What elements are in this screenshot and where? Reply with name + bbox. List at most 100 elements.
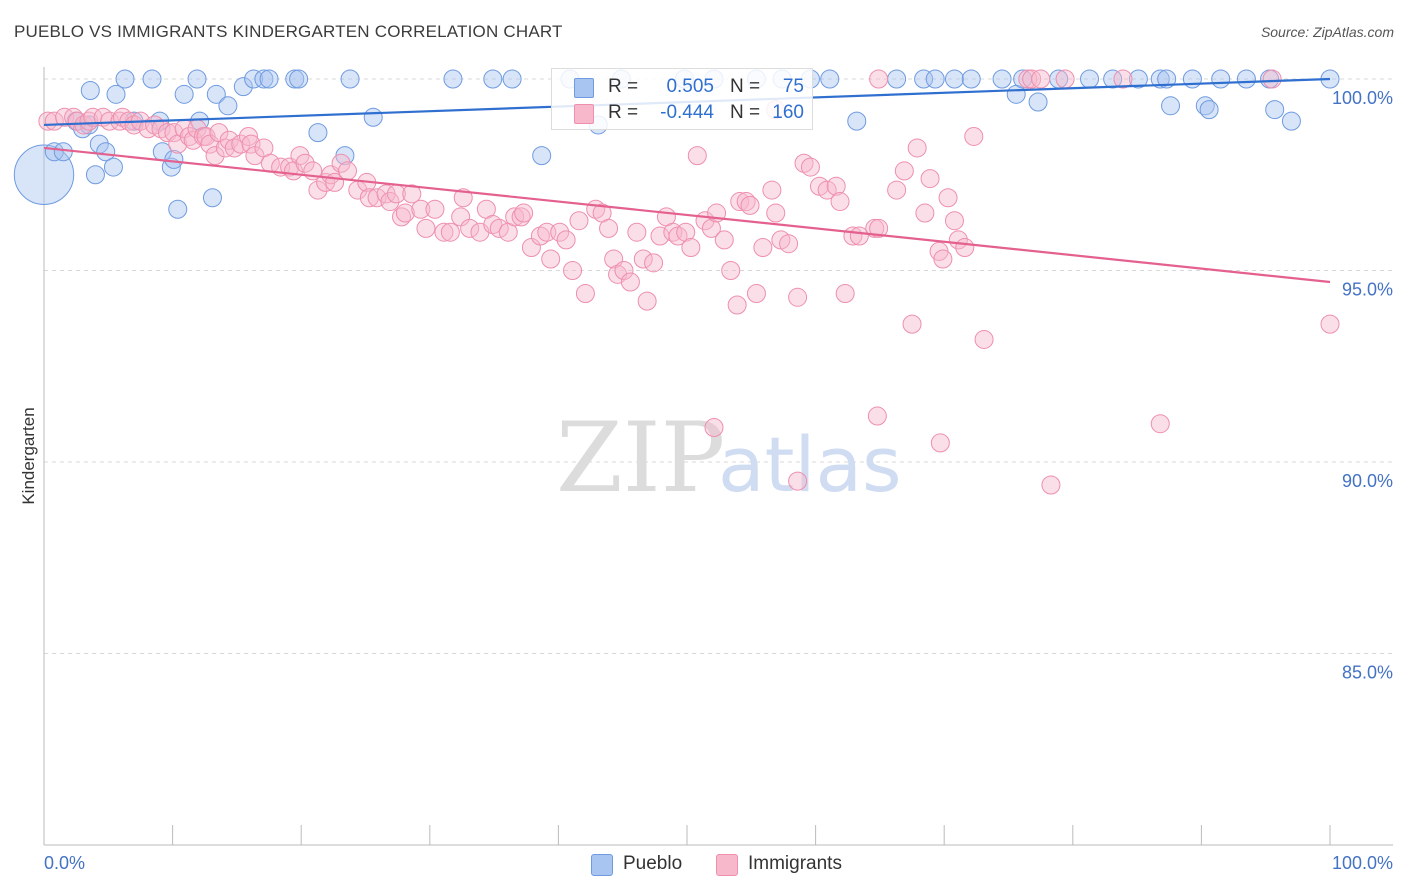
pueblo-point bbox=[961, 69, 981, 89]
immigrants-point bbox=[556, 230, 576, 250]
immigrants-point bbox=[788, 287, 808, 307]
immigrants-n-value: 160 bbox=[772, 102, 804, 123]
immigrants-point bbox=[416, 218, 436, 238]
pueblo-point bbox=[174, 84, 194, 104]
y-tick-label: 95.0% bbox=[1342, 280, 1393, 300]
pueblo-point bbox=[1161, 96, 1181, 116]
pueblo-point bbox=[206, 84, 226, 104]
pueblo-point bbox=[85, 165, 105, 185]
immigrants-point bbox=[933, 249, 953, 269]
pueblo-point bbox=[96, 142, 116, 162]
pueblo-point bbox=[106, 84, 126, 104]
pueblo-r-value: 0.505 bbox=[666, 76, 714, 97]
pueblo-point bbox=[443, 69, 463, 89]
immigrants-point bbox=[736, 192, 756, 212]
gridlines bbox=[44, 78, 1392, 654]
legend-row-immigrants: R = -0.444 N = 160 bbox=[552, 100, 812, 126]
axes bbox=[43, 67, 1393, 846]
pueblo-point bbox=[115, 69, 135, 89]
immigrants-point bbox=[331, 153, 351, 173]
pueblo-point bbox=[1195, 96, 1215, 116]
pueblo-point bbox=[289, 69, 309, 89]
immigrants-point bbox=[179, 126, 199, 146]
pueblo-point bbox=[259, 69, 279, 89]
pueblo-point bbox=[1211, 69, 1231, 89]
axis-labels: 100.0% 95.0% 90.0% 85.0% 0.0% 100.0% Kindergar… bbox=[19, 88, 1393, 873]
watermark-zip: ZIP bbox=[556, 402, 725, 514]
pueblo-point bbox=[103, 157, 123, 177]
immigrants-point bbox=[687, 146, 707, 166]
immigrants-point bbox=[231, 134, 251, 154]
immigrants-point bbox=[714, 230, 734, 250]
immigrants-point bbox=[395, 203, 415, 223]
pueblo-point bbox=[914, 69, 934, 89]
immigrants-point bbox=[453, 188, 473, 208]
pueblo-point bbox=[502, 69, 522, 89]
immigrants-swatch bbox=[574, 104, 594, 124]
legend-row-pueblo: R = 0.505 N = 75 bbox=[552, 74, 812, 100]
immigrants-point bbox=[907, 138, 927, 158]
immigrants-point bbox=[337, 161, 357, 181]
immigrants-point bbox=[1113, 69, 1133, 89]
immigrants-point bbox=[425, 199, 445, 219]
immigrants-point bbox=[779, 234, 799, 254]
immigrants-point bbox=[944, 211, 964, 231]
pueblo-point bbox=[1128, 69, 1148, 89]
pueblo-n-label: N = bbox=[730, 76, 761, 97]
pueblo-legend-swatch bbox=[591, 854, 613, 876]
immigrants-point bbox=[541, 249, 561, 269]
immigrants-point bbox=[830, 192, 850, 212]
pueblo-point bbox=[233, 77, 253, 97]
immigrants-point bbox=[460, 218, 480, 238]
immigrants-point bbox=[676, 222, 696, 242]
pueblo-point bbox=[308, 123, 328, 143]
immigrants-legend-swatch bbox=[716, 854, 738, 876]
x-tick-label-right: 100.0% bbox=[1332, 853, 1393, 873]
pueblo-point bbox=[532, 146, 552, 166]
pueblo-point bbox=[1265, 100, 1285, 120]
immigrants-point bbox=[238, 126, 258, 146]
pueblo-point bbox=[202, 188, 222, 208]
immigrants-point bbox=[974, 329, 994, 349]
immigrants-point bbox=[550, 222, 570, 242]
immigrants-point bbox=[938, 188, 958, 208]
pueblo-point bbox=[187, 69, 207, 89]
x-tick-label-left: 0.0% bbox=[44, 853, 85, 873]
immigrants-point bbox=[79, 111, 99, 131]
pueblo-point bbox=[164, 149, 184, 169]
immigrants-point bbox=[701, 218, 721, 238]
pueblo-point bbox=[218, 96, 238, 116]
correlation-legend: R = 0.505 N = 75 R = -0.444 N = 160 bbox=[551, 68, 813, 130]
immigrants-point bbox=[402, 184, 422, 204]
immigrants-point bbox=[721, 261, 741, 280]
pueblo-point bbox=[483, 69, 503, 89]
pueblo-point bbox=[847, 111, 867, 131]
immigrants-point bbox=[205, 146, 225, 166]
immigrants-point bbox=[295, 153, 315, 173]
immigrants-point bbox=[955, 238, 975, 258]
pueblo-point bbox=[1157, 69, 1177, 89]
immigrants-point bbox=[637, 291, 657, 311]
pueblo-point bbox=[887, 69, 907, 89]
pueblo-r-label: R = bbox=[608, 76, 639, 97]
immigrants-point bbox=[308, 180, 328, 200]
pueblo-point bbox=[168, 199, 188, 219]
pueblo-point bbox=[340, 69, 360, 89]
y-tick-label: 100.0% bbox=[1332, 88, 1393, 108]
immigrants-point bbox=[599, 218, 619, 238]
immigrants-point bbox=[1055, 69, 1075, 89]
immigrants-point bbox=[1150, 414, 1170, 434]
immigrants-point bbox=[753, 238, 773, 258]
immigrants-point bbox=[440, 222, 460, 242]
pueblo-point bbox=[254, 69, 274, 89]
immigrants-point bbox=[644, 253, 664, 273]
y-tick-label: 90.0% bbox=[1342, 471, 1393, 491]
immigrants-point bbox=[392, 207, 412, 227]
immigrants-point bbox=[704, 418, 724, 438]
immigrants-point bbox=[740, 195, 760, 215]
pueblo-point bbox=[944, 69, 964, 89]
immigrants-point bbox=[434, 222, 454, 242]
immigrants-point bbox=[800, 157, 820, 177]
immigrants-point bbox=[575, 283, 595, 303]
series-legend: Pueblo Immigrants bbox=[0, 852, 1406, 878]
